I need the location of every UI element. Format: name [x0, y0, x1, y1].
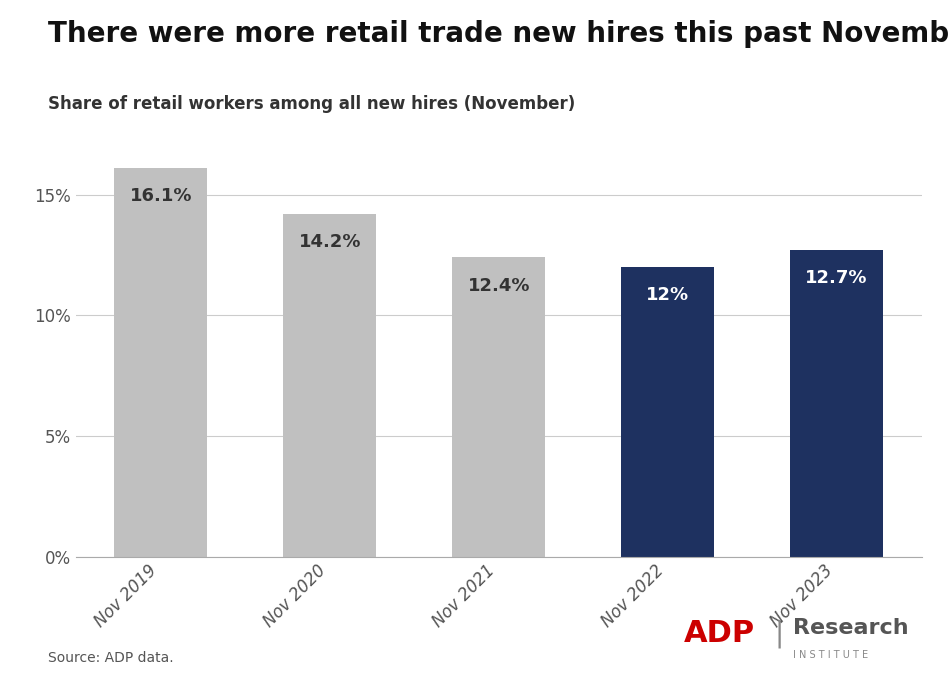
Bar: [790, 250, 884, 557]
Text: I N S T I T U T E: I N S T I T U T E: [793, 650, 868, 660]
Text: Share of retail workers among all new hires (November): Share of retail workers among all new hi…: [48, 95, 575, 113]
Bar: [283, 214, 376, 557]
Text: There were more retail trade new hires this past November than a year ago: There were more retail trade new hires t…: [48, 20, 950, 48]
Text: 14.2%: 14.2%: [298, 234, 361, 251]
Bar: [621, 267, 714, 557]
Text: 12.4%: 12.4%: [467, 277, 530, 295]
Bar: [452, 257, 545, 557]
Text: ADP: ADP: [684, 619, 755, 648]
Text: 16.1%: 16.1%: [129, 187, 192, 206]
Bar: [114, 168, 207, 557]
Text: |: |: [774, 620, 784, 648]
Text: Source: ADP data.: Source: ADP data.: [48, 651, 173, 665]
Text: 12.7%: 12.7%: [806, 270, 868, 287]
Text: 12%: 12%: [646, 287, 690, 304]
Text: Research: Research: [793, 619, 909, 638]
